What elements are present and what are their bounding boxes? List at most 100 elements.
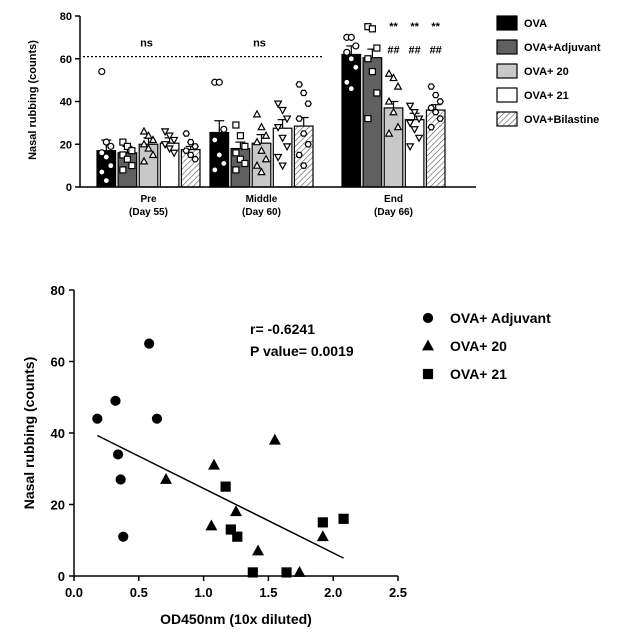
scatter-point bbox=[282, 568, 291, 577]
legend-swatch bbox=[497, 88, 517, 102]
data-point bbox=[120, 167, 126, 173]
scatter-point bbox=[114, 450, 123, 459]
bar-y-tick-label: 80 bbox=[60, 11, 72, 23]
data-point bbox=[192, 144, 198, 149]
significance-stars: ** bbox=[410, 21, 419, 33]
data-point bbox=[386, 98, 393, 104]
ns-label: ns bbox=[253, 38, 266, 50]
bar-group bbox=[97, 69, 200, 187]
data-point bbox=[188, 152, 194, 157]
data-point bbox=[212, 167, 218, 173]
data-point bbox=[374, 45, 380, 51]
scatter-chart-points bbox=[93, 339, 348, 577]
scatter-point bbox=[161, 474, 171, 483]
data-point bbox=[365, 116, 371, 122]
bar-x-category-label: Middle bbox=[246, 194, 278, 205]
data-point bbox=[129, 148, 135, 154]
scatter-chart-x-axis-label: OD450nm (10x diluted) bbox=[160, 611, 312, 627]
data-point bbox=[233, 122, 239, 128]
data-point bbox=[103, 154, 109, 160]
data-point bbox=[365, 56, 371, 62]
data-point bbox=[386, 70, 393, 76]
scatter-y-tick-label: 60 bbox=[51, 355, 65, 370]
data-point bbox=[437, 99, 443, 104]
scatter-point bbox=[93, 414, 102, 423]
data-point bbox=[428, 105, 434, 110]
scatter-x-tick-label: 1.5 bbox=[259, 585, 277, 600]
scatter-point bbox=[116, 475, 125, 484]
data-point bbox=[129, 163, 135, 169]
bar bbox=[342, 54, 361, 187]
significance-stars: ** bbox=[431, 21, 440, 33]
data-point bbox=[99, 69, 105, 75]
data-point bbox=[216, 79, 222, 85]
data-point bbox=[348, 86, 354, 92]
figure-canvas: Nasal rubbing (counts) 020406080 nsns**#… bbox=[0, 0, 640, 640]
bar-x-category-sublabel: (Day 60) bbox=[242, 207, 281, 218]
significance-stars: ** bbox=[389, 21, 398, 33]
data-point bbox=[103, 178, 109, 184]
correlation-r-value: r= -0.6241 bbox=[250, 321, 315, 337]
data-point bbox=[254, 111, 261, 117]
ns-label: ns bbox=[140, 38, 153, 50]
bar-x-category-label: End bbox=[384, 194, 403, 205]
data-point bbox=[237, 133, 243, 139]
scatter-point bbox=[318, 532, 328, 541]
data-point bbox=[212, 137, 218, 143]
data-point bbox=[369, 69, 375, 75]
scatter-point bbox=[111, 396, 120, 405]
data-point bbox=[344, 49, 350, 55]
data-point bbox=[183, 131, 189, 136]
data-point bbox=[395, 83, 402, 89]
scatter-x-tick-label: 2.0 bbox=[324, 585, 342, 600]
data-point bbox=[296, 82, 302, 87]
scatter-point bbox=[231, 506, 241, 515]
bar-y-tick-label: 40 bbox=[60, 97, 72, 109]
legend-swatch bbox=[497, 16, 517, 30]
data-point bbox=[99, 169, 105, 175]
data-point bbox=[428, 125, 434, 130]
scatter-point bbox=[318, 518, 327, 527]
scatter-x-tick-label: 1.0 bbox=[195, 585, 213, 600]
data-point bbox=[369, 26, 375, 32]
data-point bbox=[348, 56, 354, 62]
data-point bbox=[284, 116, 291, 122]
data-point bbox=[374, 90, 380, 96]
data-point bbox=[348, 34, 354, 40]
data-point bbox=[242, 143, 248, 149]
data-point bbox=[353, 64, 359, 70]
data-point bbox=[233, 167, 239, 173]
scatter-x-tick-label: 0.0 bbox=[65, 585, 83, 600]
scatter-y-tick-label: 40 bbox=[51, 426, 65, 441]
data-point bbox=[301, 131, 307, 136]
data-point bbox=[301, 90, 307, 95]
bar-chart-annotations: nsns**##**##**## bbox=[83, 21, 442, 57]
data-point bbox=[301, 163, 307, 168]
data-point bbox=[296, 116, 302, 121]
bar bbox=[363, 58, 382, 187]
scatter-point bbox=[152, 414, 161, 423]
data-point bbox=[221, 126, 227, 132]
bar bbox=[384, 108, 403, 187]
data-point bbox=[437, 116, 443, 121]
bar-chart: Nasal rubbing (counts) 020406080 nsns**#… bbox=[27, 11, 601, 218]
scatter-y-tick-label: 80 bbox=[51, 283, 65, 298]
scatter-point bbox=[248, 568, 257, 577]
data-point bbox=[192, 157, 198, 162]
legend-label: OVA+Bilastine bbox=[524, 114, 599, 126]
bar bbox=[426, 110, 445, 187]
data-point bbox=[171, 137, 178, 143]
scatter-chart: Nasal rubbing (counts) OD450nm (10x dilu… bbox=[21, 283, 551, 627]
scatter-legend-label: OVA+ Adjuvant bbox=[450, 310, 551, 326]
bar-chart-x-axis: Pre(Day 55)Middle(Day 60)End(Day 66) bbox=[80, 187, 476, 218]
significance-hash: ## bbox=[408, 44, 420, 56]
scatter-legend-marker bbox=[424, 314, 433, 323]
data-point bbox=[216, 152, 222, 158]
scatter-y-tick-label: 20 bbox=[51, 498, 65, 513]
data-point bbox=[353, 43, 359, 49]
scatter-point bbox=[253, 546, 263, 555]
legend-label: OVA+Adjuvant bbox=[524, 42, 601, 54]
scatter-chart-axes: 0204060800.00.51.01.52.02.5 bbox=[51, 283, 408, 600]
data-point bbox=[141, 141, 148, 147]
regression-line bbox=[97, 436, 343, 559]
